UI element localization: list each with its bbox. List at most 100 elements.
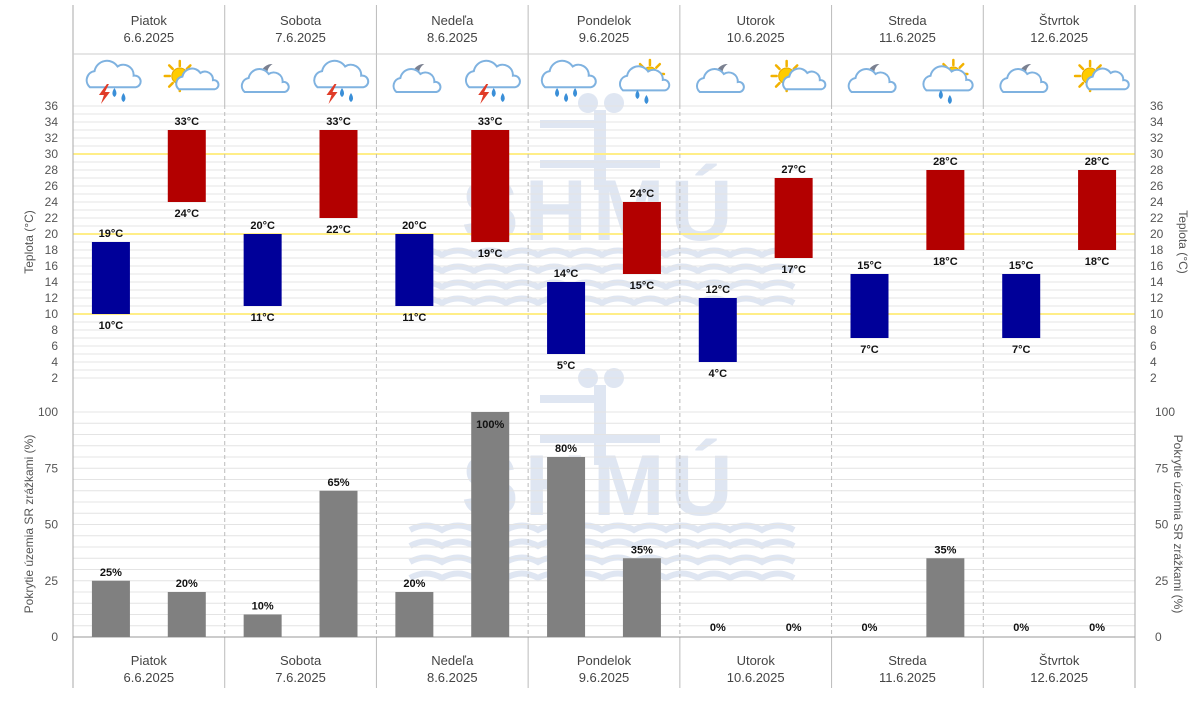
day-date-bottom: 9.6.2025 <box>579 670 630 685</box>
temp-tick-left: 26 <box>45 179 59 193</box>
precip-label: 0% <box>786 622 802 634</box>
storm-rain-icon <box>465 59 521 104</box>
temp-tick-left: 18 <box>45 243 59 257</box>
precip-bar <box>395 592 434 637</box>
precip-bar <box>471 412 510 637</box>
moon-cloud-icon <box>392 63 442 93</box>
temp-tick-right: 30 <box>1150 147 1164 161</box>
day-temp-bar <box>319 130 358 218</box>
day-low-label: 22°C <box>326 224 351 236</box>
temp-tick-left: 12 <box>45 291 59 305</box>
day-temp-bar <box>471 130 510 242</box>
day-high-label: 33°C <box>478 116 503 128</box>
night-low-label: 10°C <box>99 320 124 332</box>
precip-tick-left: 25 <box>45 574 59 588</box>
night-temp-bar <box>91 242 130 314</box>
storm-rain-icon <box>313 59 370 104</box>
temp-axis-title-right: Teplota (°C) <box>1176 210 1190 274</box>
temp-tick-right: 14 <box>1150 275 1164 289</box>
precip-bar <box>622 558 661 637</box>
day-name-bottom: Piatok <box>131 653 168 668</box>
precip-bar <box>926 558 965 637</box>
night-low-label: 4°C <box>709 368 728 380</box>
day-low-label: 19°C <box>478 248 503 260</box>
day-name-top: Utorok <box>737 13 776 28</box>
precip-label: 0% <box>710 622 726 634</box>
precip-bar <box>167 592 206 637</box>
precip-tick-right: 75 <box>1155 461 1169 475</box>
storm-rain-icon <box>85 59 142 104</box>
day-date-bottom: 6.6.2025 <box>124 670 175 685</box>
night-temp-bar <box>243 234 282 306</box>
night-low-label: 5°C <box>557 360 576 372</box>
temp-tick-left: 2 <box>51 371 58 385</box>
day-temp-bar <box>167 130 206 202</box>
temp-tick-right: 20 <box>1150 227 1164 241</box>
day-name-bottom: Utorok <box>737 653 776 668</box>
temp-tick-right: 36 <box>1150 99 1164 113</box>
temp-tick-left: 4 <box>51 355 58 369</box>
night-low-label: 11°C <box>402 312 426 324</box>
day-name-top: Sobota <box>280 13 322 28</box>
moon-cloud-icon <box>695 63 745 93</box>
day-name-top: Piatok <box>131 13 168 28</box>
day-date-bottom: 12.6.2025 <box>1030 670 1088 685</box>
sun-cloud-icon <box>1073 59 1130 93</box>
precip-bar <box>319 490 358 637</box>
precip-label: 0% <box>1089 622 1105 634</box>
moon-cloud-icon <box>240 63 290 93</box>
temp-tick-right: 22 <box>1150 211 1164 225</box>
precip-label: 35% <box>631 544 653 556</box>
precip-tick-left: 75 <box>45 461 59 475</box>
day-temp-bar <box>1078 170 1117 250</box>
sun-cloud-drizzle-icon <box>922 58 974 104</box>
day-date-top: 11.6.2025 <box>879 30 936 45</box>
day-name-top: Pondelok <box>577 13 632 28</box>
precip-label: 80% <box>555 443 577 455</box>
night-temp-bar <box>850 274 889 338</box>
day-low-label: 24°C <box>174 208 199 220</box>
day-low-label: 17°C <box>781 264 806 276</box>
temp-tick-left: 32 <box>45 131 59 145</box>
day-high-label: 28°C <box>933 156 958 168</box>
sun-cloud-icon <box>770 59 827 93</box>
temp-tick-right: 28 <box>1150 163 1164 177</box>
night-high-label: 14°C <box>554 268 579 280</box>
temp-tick-right: 18 <box>1150 243 1164 257</box>
day-temp-bar <box>926 170 965 250</box>
night-high-label: 20°C <box>250 220 275 232</box>
day-date-top: 10.6.2025 <box>727 30 785 45</box>
precip-tick-right: 50 <box>1155 518 1169 532</box>
night-low-label: 11°C <box>251 312 275 324</box>
day-high-label: 33°C <box>326 116 351 128</box>
day-high-label: 28°C <box>1085 156 1110 168</box>
day-date-bottom: 7.6.2025 <box>275 670 326 685</box>
precip-label: 10% <box>252 601 274 613</box>
temp-tick-right: 26 <box>1150 179 1164 193</box>
day-low-label: 18°C <box>1085 256 1110 268</box>
temp-tick-right: 34 <box>1150 115 1164 129</box>
day-date-bottom: 11.6.2025 <box>879 670 936 685</box>
temp-tick-right: 16 <box>1150 259 1164 273</box>
precip-label: 20% <box>176 578 198 590</box>
day-date-top: 7.6.2025 <box>275 30 326 45</box>
temp-tick-left: 20 <box>45 227 59 241</box>
temp-tick-right: 6 <box>1150 339 1157 353</box>
night-low-label: 7°C <box>860 344 879 356</box>
day-temp-bar <box>622 202 661 274</box>
day-high-label: 24°C <box>630 188 655 200</box>
moon-cloud-icon <box>999 63 1049 93</box>
temp-tick-right: 24 <box>1150 195 1164 209</box>
day-low-label: 18°C <box>933 256 958 268</box>
precip-tick-right: 25 <box>1155 574 1169 588</box>
watermark-logo: SHMÚ <box>408 93 796 307</box>
precip-label: 20% <box>403 578 425 590</box>
temp-tick-left: 24 <box>45 195 59 209</box>
precip-label: 100% <box>476 419 504 431</box>
night-temp-bar <box>1002 274 1041 338</box>
precip-bar <box>547 457 586 637</box>
temp-tick-right: 12 <box>1150 291 1164 305</box>
night-high-label: 12°C <box>705 284 730 296</box>
day-name-top: Nedeľa <box>431 13 474 28</box>
